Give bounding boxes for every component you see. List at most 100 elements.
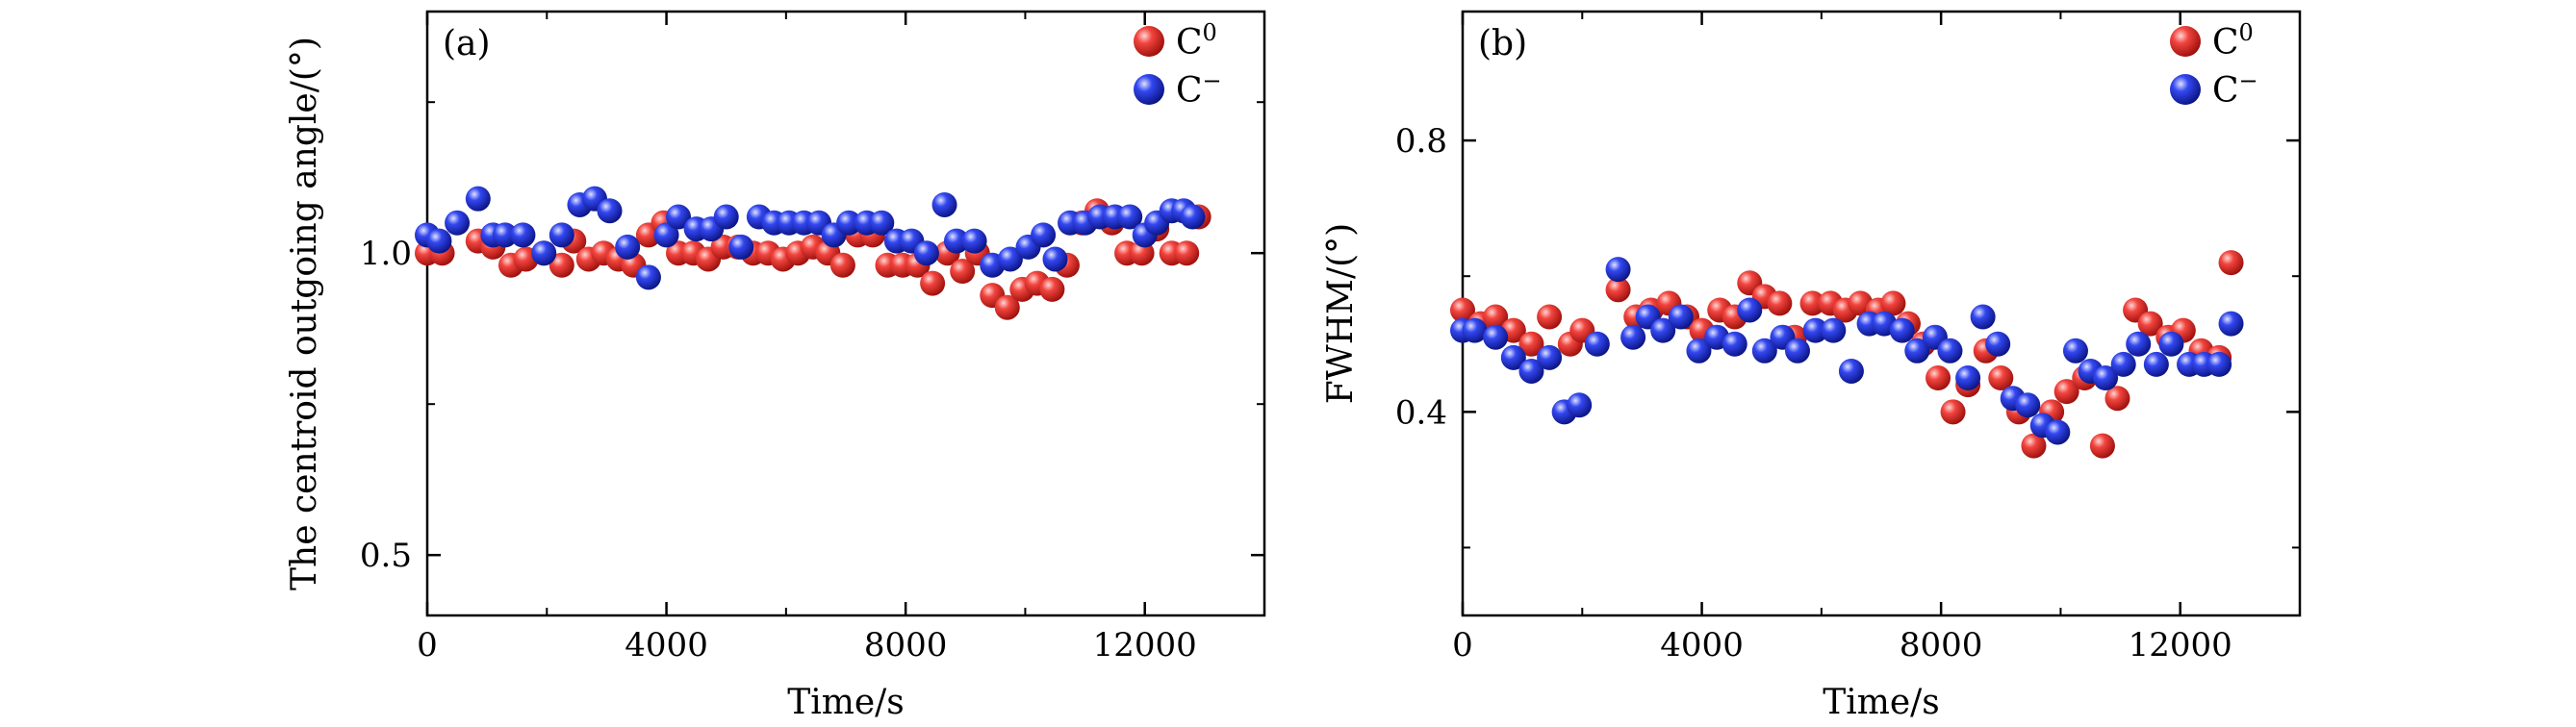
data-point-cminus: [2218, 311, 2244, 337]
data-point-cminus: [1889, 317, 1915, 343]
data-point-cminus: [1686, 338, 1712, 364]
data-point-c0: [2104, 386, 2130, 412]
plot-frame-a: [425, 10, 1266, 617]
data-point-c0: [2053, 379, 2079, 405]
x-tick-label: 8000: [1900, 626, 1983, 664]
data-point-cminus: [943, 228, 969, 254]
data-point-cminus: [492, 222, 518, 248]
points-b: [1450, 250, 2244, 459]
y-tick-label: 0.8: [1395, 122, 1447, 161]
data-point-cminus: [653, 222, 679, 248]
x-tick-label: 0: [417, 626, 438, 664]
data-point-cminus: [635, 264, 661, 290]
legend-sup: −: [2239, 67, 2258, 94]
data-point-c0: [920, 270, 946, 296]
legend-marker-cminus: [1134, 74, 1164, 105]
data-point-cminus: [869, 210, 895, 236]
data-point-c0: [2218, 250, 2244, 276]
data-point-c0: [1450, 297, 1475, 323]
data-point-cminus: [2045, 419, 2071, 445]
legend-sup: 0: [1203, 19, 1217, 46]
y-axis-title-b: FWHM/(°): [1321, 223, 1361, 404]
data-point-c0: [994, 294, 1020, 320]
data-point-cminus: [728, 234, 754, 260]
legend-marker-c0: [2170, 26, 2201, 57]
y-axis-title-a: The centroid outgoing angle/(°): [285, 37, 324, 590]
legend-base: C: [1176, 71, 1203, 111]
data-point-cminus: [531, 240, 557, 266]
data-point-cminus: [1904, 338, 1930, 364]
data-point-cminus: [2126, 331, 2152, 357]
data-point-cminus: [997, 246, 1023, 272]
panel-label-b: (b): [1478, 24, 1527, 63]
data-point-cminus: [1937, 338, 1963, 364]
legend-marker-c0: [1134, 26, 1164, 57]
data-point-cminus: [931, 191, 957, 217]
data-point-cminus: [2062, 338, 2088, 364]
x-tick-label: 12000: [1093, 626, 1197, 664]
legend-base: C: [2212, 23, 2239, 63]
data-point-c0: [1926, 365, 1951, 391]
data-point-cminus: [426, 228, 452, 254]
legend-sup: −: [1203, 67, 1222, 94]
data-point-cminus: [2158, 331, 2184, 357]
ticks-b: 0 4000 8000 12000 0.4 0.8: [1395, 12, 2300, 664]
x-tick-label: 4000: [1660, 626, 1744, 664]
data-point-cminus: [1584, 331, 1610, 357]
legend-a: C0 C−: [1134, 19, 1222, 111]
data-point-cminus: [1483, 324, 1509, 350]
legend-marker-cminus: [2170, 74, 2201, 105]
points-a: [415, 186, 1211, 320]
data-point-cminus: [548, 222, 574, 248]
data-point-cminus: [1537, 344, 1563, 370]
data-point-cminus: [1620, 324, 1646, 350]
x-axis-title-a: Time/s: [787, 683, 905, 722]
data-point-c0: [2089, 433, 2115, 459]
x-tick-label: 0: [1452, 626, 1473, 664]
y-tick-label: 0.4: [1395, 393, 1447, 432]
data-point-cminus: [1518, 358, 1544, 384]
data-point-c0: [1988, 365, 2014, 391]
legend-base: C: [2212, 71, 2239, 111]
data-point-cminus: [2206, 351, 2232, 377]
data-point-c0: [1767, 290, 1793, 316]
data-point-c0: [1940, 399, 1966, 425]
data-point-cminus: [1955, 365, 1981, 391]
data-point-cminus: [2015, 392, 2041, 418]
legend-b: C0 C−: [2170, 19, 2258, 111]
data-point-cminus: [1821, 317, 1847, 343]
data-point-cminus: [913, 240, 939, 266]
data-point-c0: [1799, 290, 1825, 316]
data-point-cminus: [1985, 331, 2011, 357]
x-axis-title-b: Time/s: [1823, 683, 1940, 722]
data-point-c0: [2137, 311, 2163, 337]
legend-label-c0: C0: [2212, 19, 2254, 63]
data-point-c0: [1605, 277, 1631, 303]
data-point-cminus: [2110, 351, 2136, 377]
data-point-c0: [1537, 304, 1563, 330]
data-point-cminus: [1802, 317, 1828, 343]
data-point-c0: [1880, 290, 1906, 316]
data-point-cminus: [2093, 365, 2119, 391]
data-point-c0: [548, 252, 574, 278]
data-point-cminus: [465, 186, 491, 212]
data-point-cminus: [1751, 338, 1777, 364]
data-point-cminus: [445, 210, 471, 236]
data-point-cminus: [1722, 331, 1747, 357]
data-point-cminus: [961, 228, 987, 254]
data-point-cminus: [1500, 344, 1526, 370]
data-point-cminus: [1605, 257, 1631, 283]
panel-label-a: (a): [443, 24, 491, 63]
data-point-cminus: [1180, 204, 1206, 230]
data-point-cminus: [597, 198, 623, 224]
data-point-cminus: [615, 234, 641, 260]
data-point-cminus: [1117, 204, 1143, 230]
data-point-cminus: [1567, 392, 1593, 418]
data-point-cminus: [1042, 246, 1068, 272]
data-point-cminus: [1031, 222, 1057, 248]
data-point-cminus: [1650, 317, 1676, 343]
data-point-c0: [1518, 331, 1544, 357]
data-point-cminus: [1785, 338, 1810, 364]
